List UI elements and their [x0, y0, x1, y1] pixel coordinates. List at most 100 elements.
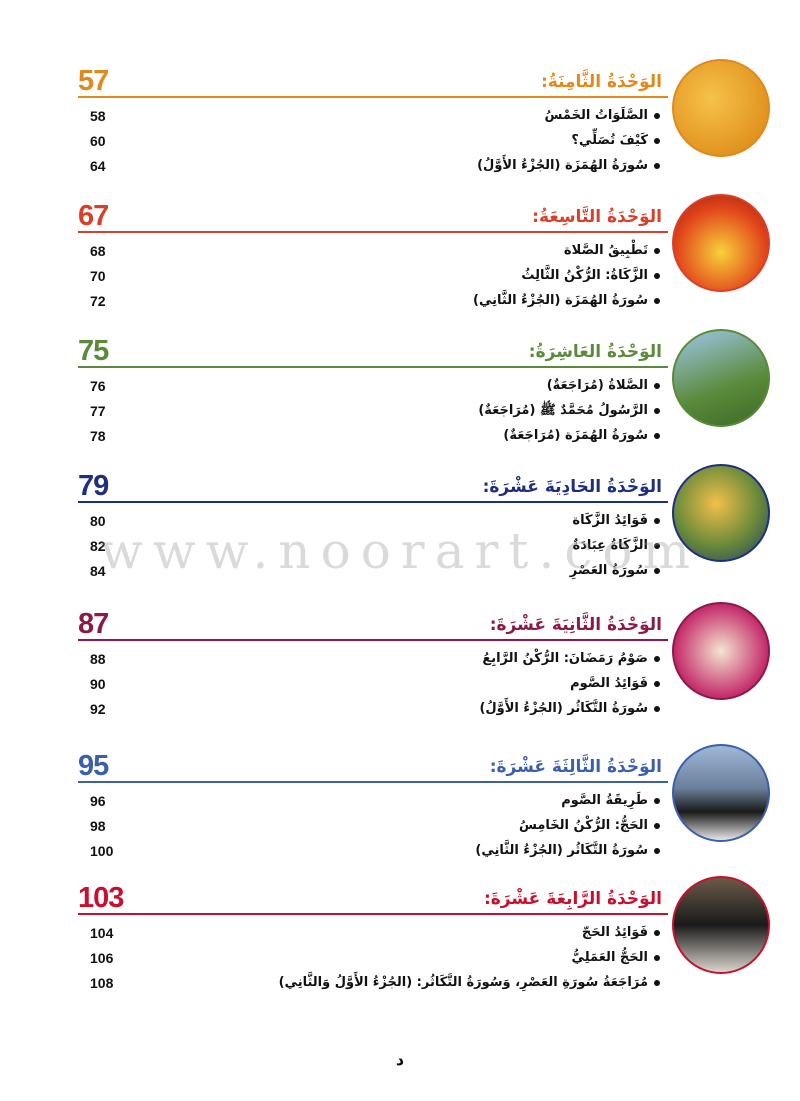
unit-title[interactable]: الوَحْدَةُ الثَّامِنَةُ:: [540, 72, 662, 92]
divider: [78, 913, 668, 915]
unit-section: 95 الوَحْدَةُ الثَّالِثَةَ عَشْرَةَ: 96 …: [0, 744, 800, 880]
entry-title-wrap: مُرَاجَعَةُ سُورَةِ العَصْرِ، وَسُورَةُ …: [279, 972, 660, 994]
entry-title-wrap: سُورَةُ التَّكَاثُر (الجُزْءُ الأَوَّلُ): [479, 698, 660, 720]
unit-page-number[interactable]: 103: [78, 882, 124, 914]
open-book-image: [672, 59, 770, 157]
divider: [78, 781, 668, 783]
toc-entry[interactable]: 70 الزَّكَاةُ: الرُّكْنُ الثَّالِثُ: [0, 265, 800, 287]
entry-title-wrap: سُورَةُ الهُمَزَة (مُرَاجَعَةٌ): [503, 425, 660, 447]
entry-page-number: 58: [90, 108, 106, 124]
unit-title[interactable]: الوَحْدَةُ العَاشِرَةُ:: [528, 342, 662, 362]
toc-entry[interactable]: 64 سُورَةُ الهُمَزَة (الجُزْءُ الأَوَّلُ…: [0, 155, 800, 177]
unit-section: 75 الوَحْدَةُ العَاشِرَةُ: 76 الصَّلاةُ …: [0, 329, 800, 465]
unit-page-number[interactable]: 87: [78, 608, 109, 640]
entry-title: سُورَةُ التَّكَاثُر (الجُزْءُ الثَّانِي): [475, 843, 648, 858]
toc-entry[interactable]: 96 طَرِيقَةُ الصَّوم: [0, 790, 800, 812]
unit-section: 79 الوَحْدَةُ الحَادِيَةَ عَشْرَةَ: 80 ف…: [0, 464, 800, 600]
entry-title-wrap: الزَّكَاةُ عِبَادَةٌ: [573, 535, 660, 557]
bullet-icon: [654, 567, 660, 574]
divider: [78, 501, 668, 503]
toc-entry[interactable]: 77 الرَّسُولُ مُحَمَّدٌ ﷺ (مُرَاجَعَةٌ): [0, 400, 800, 422]
toc-entry[interactable]: 84 سُورَةُ العَصْرِ: [0, 560, 800, 582]
unit-page-number[interactable]: 75: [78, 335, 109, 367]
entry-page-number: 100: [90, 843, 114, 859]
entry-title-wrap: الحَجُّ العَمَلِيُّ: [572, 947, 660, 969]
page-number: د: [395, 1050, 405, 1069]
unit-title[interactable]: الوَحْدَةُ الثَّانِيَةَ عَشْرَةَ:: [489, 615, 662, 635]
bullet-icon: [654, 929, 660, 936]
toc-entry[interactable]: 82 الزَّكَاةُ عِبَادَةٌ: [0, 535, 800, 557]
entry-title: سُورَةُ العَصْرِ: [569, 563, 648, 578]
entry-title: كَيْفَ تُصَلِّي؟: [571, 133, 648, 148]
entry-page-number: 80: [90, 513, 106, 529]
toc-entry[interactable]: 60 كَيْفَ تُصَلِّي؟: [0, 130, 800, 152]
bullet-icon: [654, 297, 660, 304]
unit-title[interactable]: الوَحْدَةُ الحَادِيَةَ عَشْرَةَ:: [482, 477, 662, 497]
bullet-icon: [654, 432, 660, 439]
entry-page-number: 60: [90, 133, 106, 149]
entry-title: الصَّلاةُ (مُرَاجَعَةٌ): [546, 378, 648, 393]
toc-entry[interactable]: 72 سُورَةُ الهُمَزَة (الجُزْءُ الثَّانِي…: [0, 290, 800, 312]
unit-page-number[interactable]: 57: [78, 65, 109, 97]
toc-entry[interactable]: 58 الصَّلَوَاتُ الخَمْسُ: [0, 105, 800, 127]
entry-title-wrap: سُورَةُ العَصْرِ: [570, 560, 660, 582]
entry-title-wrap: الرَّسُولُ مُحَمَّدٌ ﷺ (مُرَاجَعَةٌ): [478, 400, 660, 422]
toc-entry[interactable]: 108 مُرَاجَعَةُ سُورَةِ العَصْرِ، وَسُور…: [0, 972, 800, 994]
unit-title[interactable]: الوَحْدَةُ الثَّالِثَةَ عَشْرَةَ:: [489, 757, 662, 777]
entry-page-number: 84: [90, 563, 106, 579]
entry-title-wrap: الحَجُّ: الرُّكْنُ الخَامِسُ: [519, 815, 660, 837]
toc-entry[interactable]: 80 فَوَائِدُ الزَّكَاة: [0, 510, 800, 532]
entry-title-wrap: طَرِيقَةُ الصَّوم: [561, 790, 660, 812]
entry-title-wrap: الصَّلَوَاتُ الخَمْسُ: [545, 105, 660, 127]
toc-entry[interactable]: 88 صَوْمُ رَمَضَانَ: الرُّكْنُ الرَّابِع…: [0, 648, 800, 670]
bullet-icon: [654, 979, 660, 986]
entry-title: الحَجُّ: الرُّكْنُ الخَامِسُ: [518, 818, 648, 833]
toc-entry[interactable]: 100 سُورَةُ التَّكَاثُر (الجُزْءُ الثَّا…: [0, 840, 800, 862]
bullet-icon: [654, 847, 660, 854]
toc-entry[interactable]: 104 فَوَائِدُ الحَجّ: [0, 922, 800, 944]
toc-entry[interactable]: 68 تَطْبِيقُ الصَّلاة: [0, 240, 800, 262]
divider: [78, 96, 668, 98]
bullet-icon: [654, 680, 660, 687]
entry-title: تَطْبِيقُ الصَّلاة: [563, 243, 648, 258]
bullet-icon: [654, 517, 660, 524]
entry-title: صَوْمُ رَمَضَانَ: الرُّكْنُ الرَّابِعُ: [482, 651, 648, 666]
columns-image: [672, 602, 770, 700]
entry-title-wrap: فَوَائِدُ الحَجّ: [582, 922, 660, 944]
divider: [78, 231, 668, 233]
entry-title: الزَّكَاةُ: الرُّكْنُ الثَّالِثُ: [521, 268, 648, 283]
unit-section: 57 الوَحْدَةُ الثَّامِنَةُ: 58 الصَّلَوَ…: [0, 59, 800, 195]
entry-page-number: 78: [90, 428, 106, 444]
entry-page-number: 108: [90, 975, 114, 991]
unit-page-number[interactable]: 67: [78, 200, 109, 232]
toc-entry[interactable]: 98 الحَجُّ: الرُّكْنُ الخَامِسُ: [0, 815, 800, 837]
toc-entry[interactable]: 106 الحَجُّ العَمَلِيُّ: [0, 947, 800, 969]
entry-title: فَوَائِدُ الصَّوم: [570, 676, 648, 691]
toc-entry[interactable]: 92 سُورَةُ التَّكَاثُر (الجُزْءُ الأَوَّ…: [0, 698, 800, 720]
prayer-image: [672, 329, 770, 427]
bullet-icon: [654, 822, 660, 829]
fruit-basket-image: [672, 464, 770, 562]
toc-entry[interactable]: 90 فَوَائِدُ الصَّوم: [0, 673, 800, 695]
entry-title-wrap: الزَّكَاةُ: الرُّكْنُ الثَّالِثُ: [521, 265, 660, 287]
entry-title: فَوَائِدُ الزَّكَاة: [572, 513, 648, 528]
unit-title[interactable]: الوَحْدَةُ التَّاسِعَةُ:: [532, 207, 662, 227]
entry-page-number: 96: [90, 793, 106, 809]
unit-title[interactable]: الوَحْدَةُ الرَّابِعَةَ عَشْرَةَ:: [483, 889, 662, 909]
bullet-icon: [654, 542, 660, 549]
bullet-icon: [654, 797, 660, 804]
kaaba-crowd-image: [672, 876, 770, 974]
bullet-icon: [654, 272, 660, 279]
toc-entry[interactable]: 78 سُورَةُ الهُمَزَة (مُرَاجَعَةٌ): [0, 425, 800, 447]
fire-image: [672, 194, 770, 292]
entry-title-wrap: سُورَةُ الهُمَزَة (الجُزْءُ الثَّانِي): [473, 290, 660, 312]
entry-page-number: 72: [90, 293, 106, 309]
entry-page-number: 106: [90, 950, 114, 966]
entry-title-wrap: سُورَةُ التَّكَاثُر (الجُزْءُ الثَّانِي): [475, 840, 660, 862]
unit-page-number[interactable]: 95: [78, 750, 109, 782]
entry-page-number: 70: [90, 268, 106, 284]
unit-page-number[interactable]: 79: [78, 470, 109, 502]
toc-entry[interactable]: 76 الصَّلاةُ (مُرَاجَعَةٌ): [0, 375, 800, 397]
entry-title: الرَّسُولُ مُحَمَّدٌ ﷺ (مُرَاجَعَةٌ): [478, 403, 648, 418]
bullet-icon: [654, 162, 660, 169]
